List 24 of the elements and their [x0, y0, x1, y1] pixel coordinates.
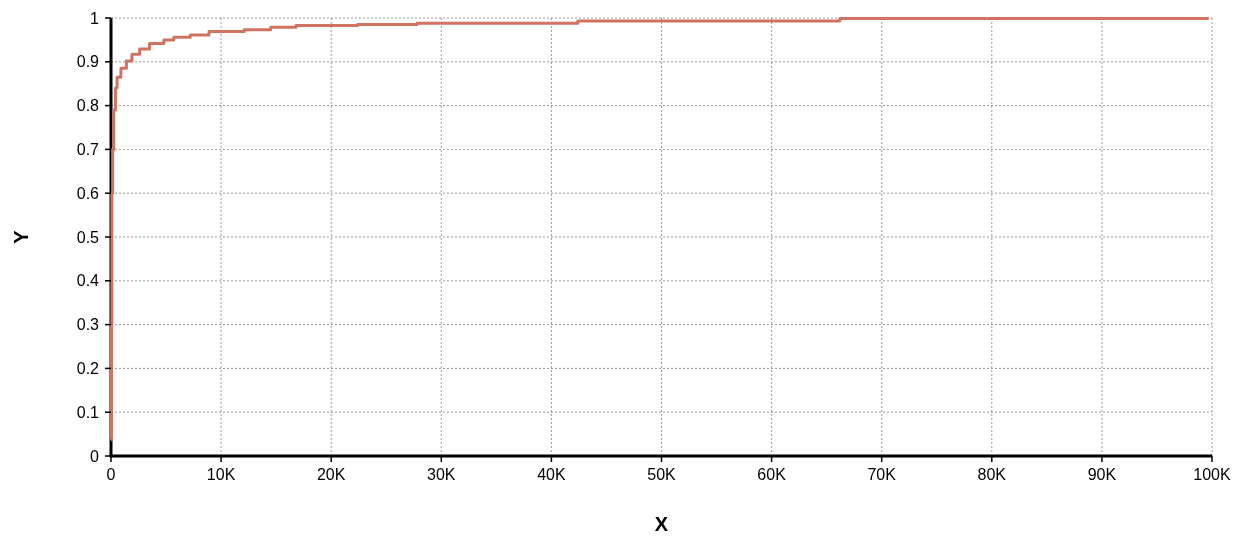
x-tick-label: 0: [106, 466, 116, 483]
x-axis-title: X: [654, 513, 669, 535]
y-axis-title: Y: [10, 229, 32, 244]
x-tick-label: 20K: [316, 466, 346, 483]
y-tick-label: 0: [90, 447, 100, 465]
y-tick-label: 0.1: [76, 403, 100, 421]
x-tick-label: 60K: [757, 466, 787, 483]
x-tick-label: 40K: [537, 466, 566, 483]
x-tick-label: 50K: [647, 466, 677, 483]
y-tick-label: 0.9: [76, 53, 100, 71]
y-tick-label: 0.8: [76, 97, 100, 115]
y-tick-label: 0.5: [76, 228, 100, 246]
x-tick-label: 10K: [206, 466, 236, 483]
y-tick-label: 0.3: [76, 316, 100, 334]
y-tick-label: 0.7: [76, 141, 100, 158]
x-tick-label: 70K: [867, 466, 897, 483]
x-tick-label: 80K: [977, 466, 1007, 483]
y-tick-label: 1: [90, 9, 100, 27]
x-tick-label: 30K: [427, 466, 456, 483]
y-tick-label: 0.2: [76, 360, 100, 377]
x-tick-label: 100K: [1193, 466, 1232, 483]
y-tick-label: 0.4: [76, 272, 100, 290]
y-tick-label: 0.6: [76, 184, 100, 202]
x-tick-label: 90K: [1087, 466, 1117, 483]
